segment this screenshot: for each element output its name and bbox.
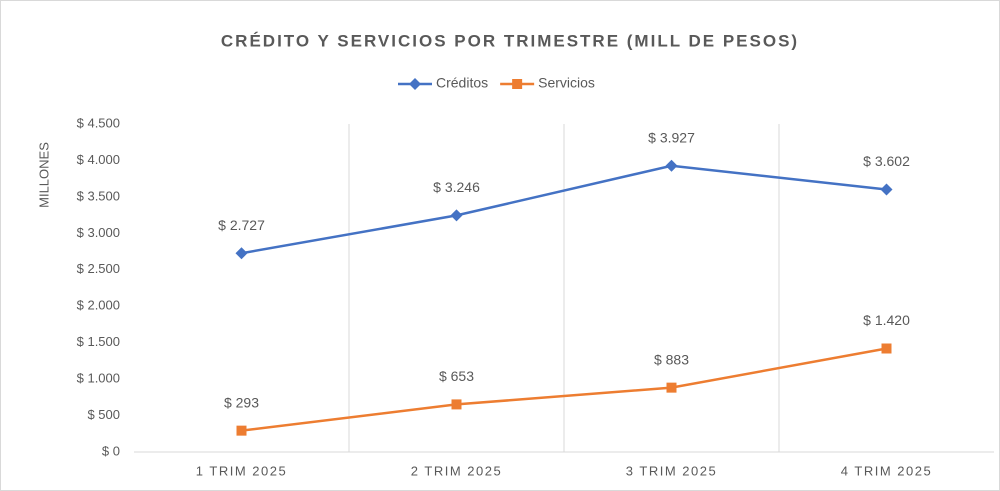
y-tick-label: $ 3.000	[77, 225, 120, 240]
data-point	[512, 79, 523, 89]
data-point	[450, 209, 463, 222]
data-label: $ 3.602	[863, 153, 910, 169]
data-label: $ 2.727	[218, 217, 265, 233]
y-tick-label: $ 1.500	[77, 334, 120, 349]
data-label: $ 883	[654, 351, 689, 367]
data-label: $ 1.420	[863, 312, 910, 328]
data-point	[880, 183, 893, 196]
legend-label: Servicios	[538, 75, 595, 91]
y-tick-label: $ 500	[87, 407, 120, 422]
data-point	[666, 382, 677, 393]
y-tick-label: $ 0	[102, 443, 120, 458]
x-tick-label: 1 TRIM 2025	[196, 463, 287, 478]
legend-label: Créditos	[436, 75, 488, 91]
y-tick-label: $ 4.000	[77, 152, 120, 167]
y-tick-label: $ 2.500	[77, 261, 120, 276]
data-label: $ 653	[439, 368, 474, 384]
data-point	[665, 159, 678, 172]
chart-title: CRÉDITO Y SERVICIOS POR TRIMESTRE (MILL …	[221, 31, 799, 50]
series-line	[241, 164, 887, 255]
data-point	[451, 399, 462, 410]
data-label: $ 3.246	[433, 179, 480, 195]
x-tick-label: 3 TRIM 2025	[626, 463, 717, 478]
data-label: $ 3.927	[648, 129, 695, 145]
x-tick-label: 2 TRIM 2025	[411, 463, 502, 478]
y-tick-label: $ 4.500	[77, 115, 120, 130]
data-point	[236, 425, 247, 436]
data-point	[881, 343, 892, 354]
y-tick-label: $ 1.000	[77, 371, 120, 386]
data-point	[235, 247, 248, 260]
series-line	[241, 347, 887, 432]
x-tick-label: 4 TRIM 2025	[841, 463, 932, 478]
data-label: $ 293	[224, 394, 259, 410]
data-point	[409, 78, 421, 90]
y-tick-label: $ 2.000	[77, 298, 120, 313]
y-tick-label: $ 3.500	[77, 188, 120, 203]
y-axis-label: MILLONES	[36, 142, 51, 208]
